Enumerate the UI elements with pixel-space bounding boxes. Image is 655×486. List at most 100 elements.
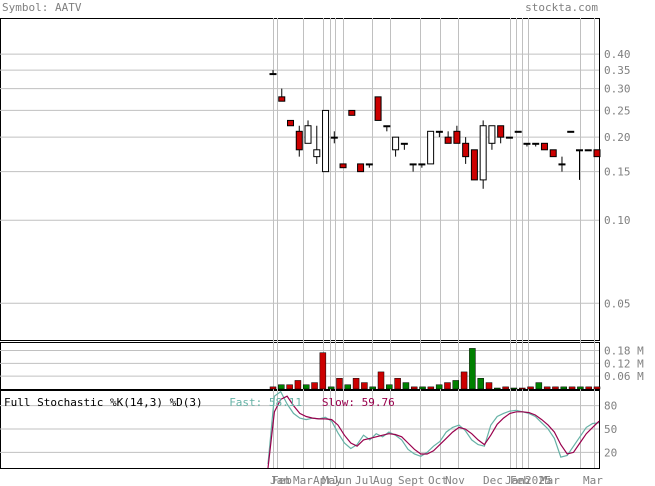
x-axis-label: 2025 xyxy=(525,474,552,486)
volume-bar xyxy=(344,384,352,390)
volume-bar xyxy=(386,384,393,390)
x-axis-label: Feb xyxy=(510,474,530,486)
price-candle xyxy=(435,130,443,133)
x-axis-label: Jan xyxy=(270,474,290,486)
price-candle xyxy=(584,149,592,152)
volume-bar xyxy=(377,371,385,390)
price-tick-label: 0.25 xyxy=(604,104,631,117)
price-candle xyxy=(505,136,513,139)
volume-bar xyxy=(427,386,435,390)
volume-bar xyxy=(278,384,285,390)
x-axis-label: Mar xyxy=(540,474,560,486)
price-tick-label: 0.35 xyxy=(604,64,631,77)
volume-bar xyxy=(361,382,368,390)
volume-bar xyxy=(452,380,460,390)
volume-bar xyxy=(568,386,576,390)
stochastic-line-fast xyxy=(267,390,600,465)
price-candle xyxy=(497,125,505,138)
price-candle xyxy=(295,130,303,151)
volume-bar xyxy=(269,386,277,390)
volume-bar xyxy=(294,380,302,390)
volume-bar xyxy=(435,384,443,390)
price-candle xyxy=(374,96,382,121)
volume-bar xyxy=(444,382,451,390)
stochastic-tick-label: 20 xyxy=(604,446,617,459)
price-tick-label: 0.30 xyxy=(604,83,631,96)
symbol-label-text: Symbol: xyxy=(2,1,49,14)
symbol-label: Symbol: AATV xyxy=(2,1,81,14)
price-candle xyxy=(470,149,478,181)
volume-bar xyxy=(577,386,584,390)
x-axis-label: Mar xyxy=(583,474,603,486)
volume-bar xyxy=(560,386,568,390)
x-axis-label: Feb xyxy=(272,474,292,486)
x-axis-label: Sept xyxy=(398,474,425,486)
volume-bar xyxy=(311,382,318,390)
brand-label[interactable]: stockta.com xyxy=(525,1,598,14)
x-axis-label: Oct xyxy=(428,474,448,486)
price-candle xyxy=(567,130,575,133)
stochastic-title: Full Stochastic %K(14,3) %D(3) xyxy=(4,396,203,409)
volume-bar xyxy=(593,386,601,390)
price-candle xyxy=(523,142,531,145)
volume-bar xyxy=(527,386,534,390)
volume-bar xyxy=(510,387,518,390)
volume-bar xyxy=(336,378,343,390)
stochastic-line-slow xyxy=(267,395,600,469)
volume-panel-frame xyxy=(0,342,600,390)
price-tick-label: 0.40 xyxy=(604,48,631,61)
price-candle xyxy=(575,149,583,152)
price-candle xyxy=(365,163,373,166)
volume-bar xyxy=(369,386,376,390)
price-tick-label: 0.15 xyxy=(604,166,631,179)
price-candle xyxy=(558,163,566,166)
x-axis-label: Jan xyxy=(505,474,525,486)
price-candle xyxy=(409,163,417,166)
volume-bar xyxy=(394,378,401,390)
volume-bar xyxy=(410,386,418,390)
volume-bar xyxy=(402,382,410,390)
volume-bar xyxy=(585,386,592,390)
price-candle xyxy=(427,130,435,165)
volume-bar xyxy=(518,387,526,390)
price-candle xyxy=(357,163,365,173)
x-axis-label: Dec xyxy=(483,474,503,486)
volume-bar xyxy=(485,382,493,390)
volume-bar xyxy=(502,386,509,390)
price-candle xyxy=(593,149,601,158)
volume-bar xyxy=(460,371,468,390)
volume-bar xyxy=(535,382,543,390)
price-candle xyxy=(322,109,330,173)
volume-tick-label: 0.06 M xyxy=(604,370,644,383)
fast-label: Fast: 58.11 xyxy=(229,396,303,409)
slow-label: Slow: 59.76 xyxy=(321,396,395,409)
stochastic-tick-label: 50 xyxy=(604,423,617,436)
volume-bar xyxy=(419,386,426,390)
price-candle xyxy=(532,142,540,145)
price-candle xyxy=(269,73,277,76)
volume-bar xyxy=(319,352,327,390)
price-candle xyxy=(287,119,295,127)
price-candle xyxy=(339,163,347,169)
x-axis-label: Apr xyxy=(313,474,333,486)
price-candle xyxy=(549,149,557,158)
price-candle xyxy=(330,136,338,139)
price-candle xyxy=(383,125,391,128)
x-axis-label: Jul xyxy=(355,474,375,486)
x-axis-label: Nov xyxy=(445,474,465,486)
volume-bar xyxy=(552,386,559,390)
price-candle xyxy=(304,125,312,144)
price-candle xyxy=(453,130,461,144)
volume-bar xyxy=(286,384,293,390)
price-candle xyxy=(514,130,522,133)
x-axis-label: May xyxy=(322,474,342,486)
x-axis-label: Jun xyxy=(332,474,352,486)
volume-bar xyxy=(477,378,484,390)
volume-bar xyxy=(494,387,501,390)
price-candle xyxy=(462,142,470,158)
price-candle xyxy=(392,136,400,151)
price-candle xyxy=(444,136,452,144)
symbol-value: AATV xyxy=(54,1,82,14)
